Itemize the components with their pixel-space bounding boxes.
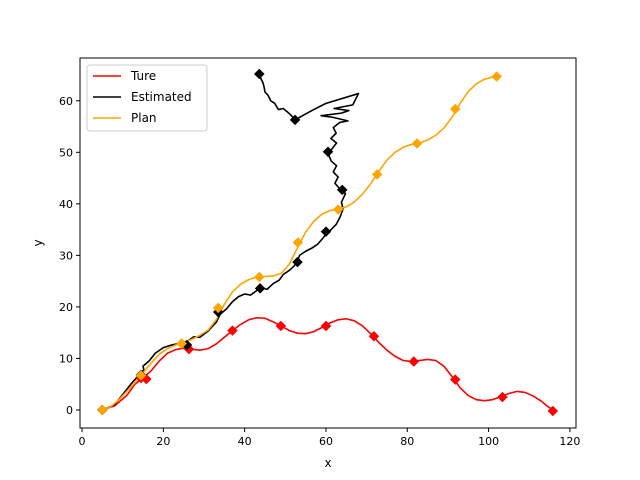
- marker-estimated: [254, 282, 266, 294]
- marker-ture: [275, 320, 287, 332]
- marker-plan: [411, 138, 423, 149]
- x-tick-label: 60: [319, 435, 333, 448]
- marker-plan: [135, 370, 147, 381]
- x-tick-label: 0: [79, 435, 86, 448]
- y-tick-label: 60: [59, 95, 73, 108]
- legend-label-estimated: Estimated: [131, 90, 192, 104]
- y-axis-ticks: 0 10 20 30 40 50 60: [59, 95, 80, 417]
- legend-box: [86, 64, 208, 132]
- marker-plan: [212, 302, 224, 314]
- marker-estimated: [292, 256, 303, 268]
- series-line-estimated: [102, 73, 360, 411]
- y-tick-label: 50: [59, 146, 73, 159]
- marker-plan: [449, 103, 461, 115]
- x-tick-label: 100: [478, 435, 499, 448]
- y-tick-label: 10: [59, 352, 73, 365]
- legend-label-ture: Ture: [130, 69, 156, 83]
- marker-ture: [497, 391, 508, 403]
- y-axis-label: y: [31, 239, 45, 246]
- x-axis-ticks: 0 20 40 60 80 100 120: [79, 428, 580, 448]
- series-line-plan: [102, 75, 497, 411]
- marker-ture: [408, 356, 420, 367]
- marker-plan: [292, 237, 304, 248]
- marker-estimated: [320, 226, 332, 238]
- x-tick-label: 20: [156, 435, 170, 448]
- marker-plan: [176, 338, 187, 349]
- marker-estimated: [336, 184, 348, 196]
- marker-plan: [332, 204, 344, 215]
- marker-layer: [97, 68, 559, 417]
- marker-plan: [491, 71, 503, 82]
- x-tick-label: 80: [400, 435, 414, 448]
- plot-frame: [79, 57, 577, 429]
- y-tick-label: 40: [59, 198, 73, 211]
- legend: Ture Estimated Plan: [86, 64, 208, 132]
- marker-estimated: [253, 68, 265, 80]
- legend-label-plan: Plan: [131, 111, 157, 125]
- marker-ture: [227, 325, 238, 336]
- x-tick-label: 120: [559, 435, 580, 448]
- marker-ture: [320, 320, 332, 332]
- marker-plan: [97, 404, 108, 416]
- y-tick-label: 20: [59, 301, 73, 314]
- marker-plan: [371, 169, 383, 180]
- y-tick-label: 0: [66, 404, 73, 417]
- marker-plan: [253, 271, 265, 283]
- x-axis-label: x: [324, 456, 331, 470]
- marker-ture: [449, 374, 461, 385]
- y-tick-label: 30: [59, 249, 73, 262]
- marker-estimated: [289, 114, 301, 126]
- marker-ture: [547, 405, 559, 417]
- marker-estimated: [322, 146, 334, 158]
- x-tick-label: 40: [238, 435, 252, 448]
- marker-ture: [368, 330, 380, 342]
